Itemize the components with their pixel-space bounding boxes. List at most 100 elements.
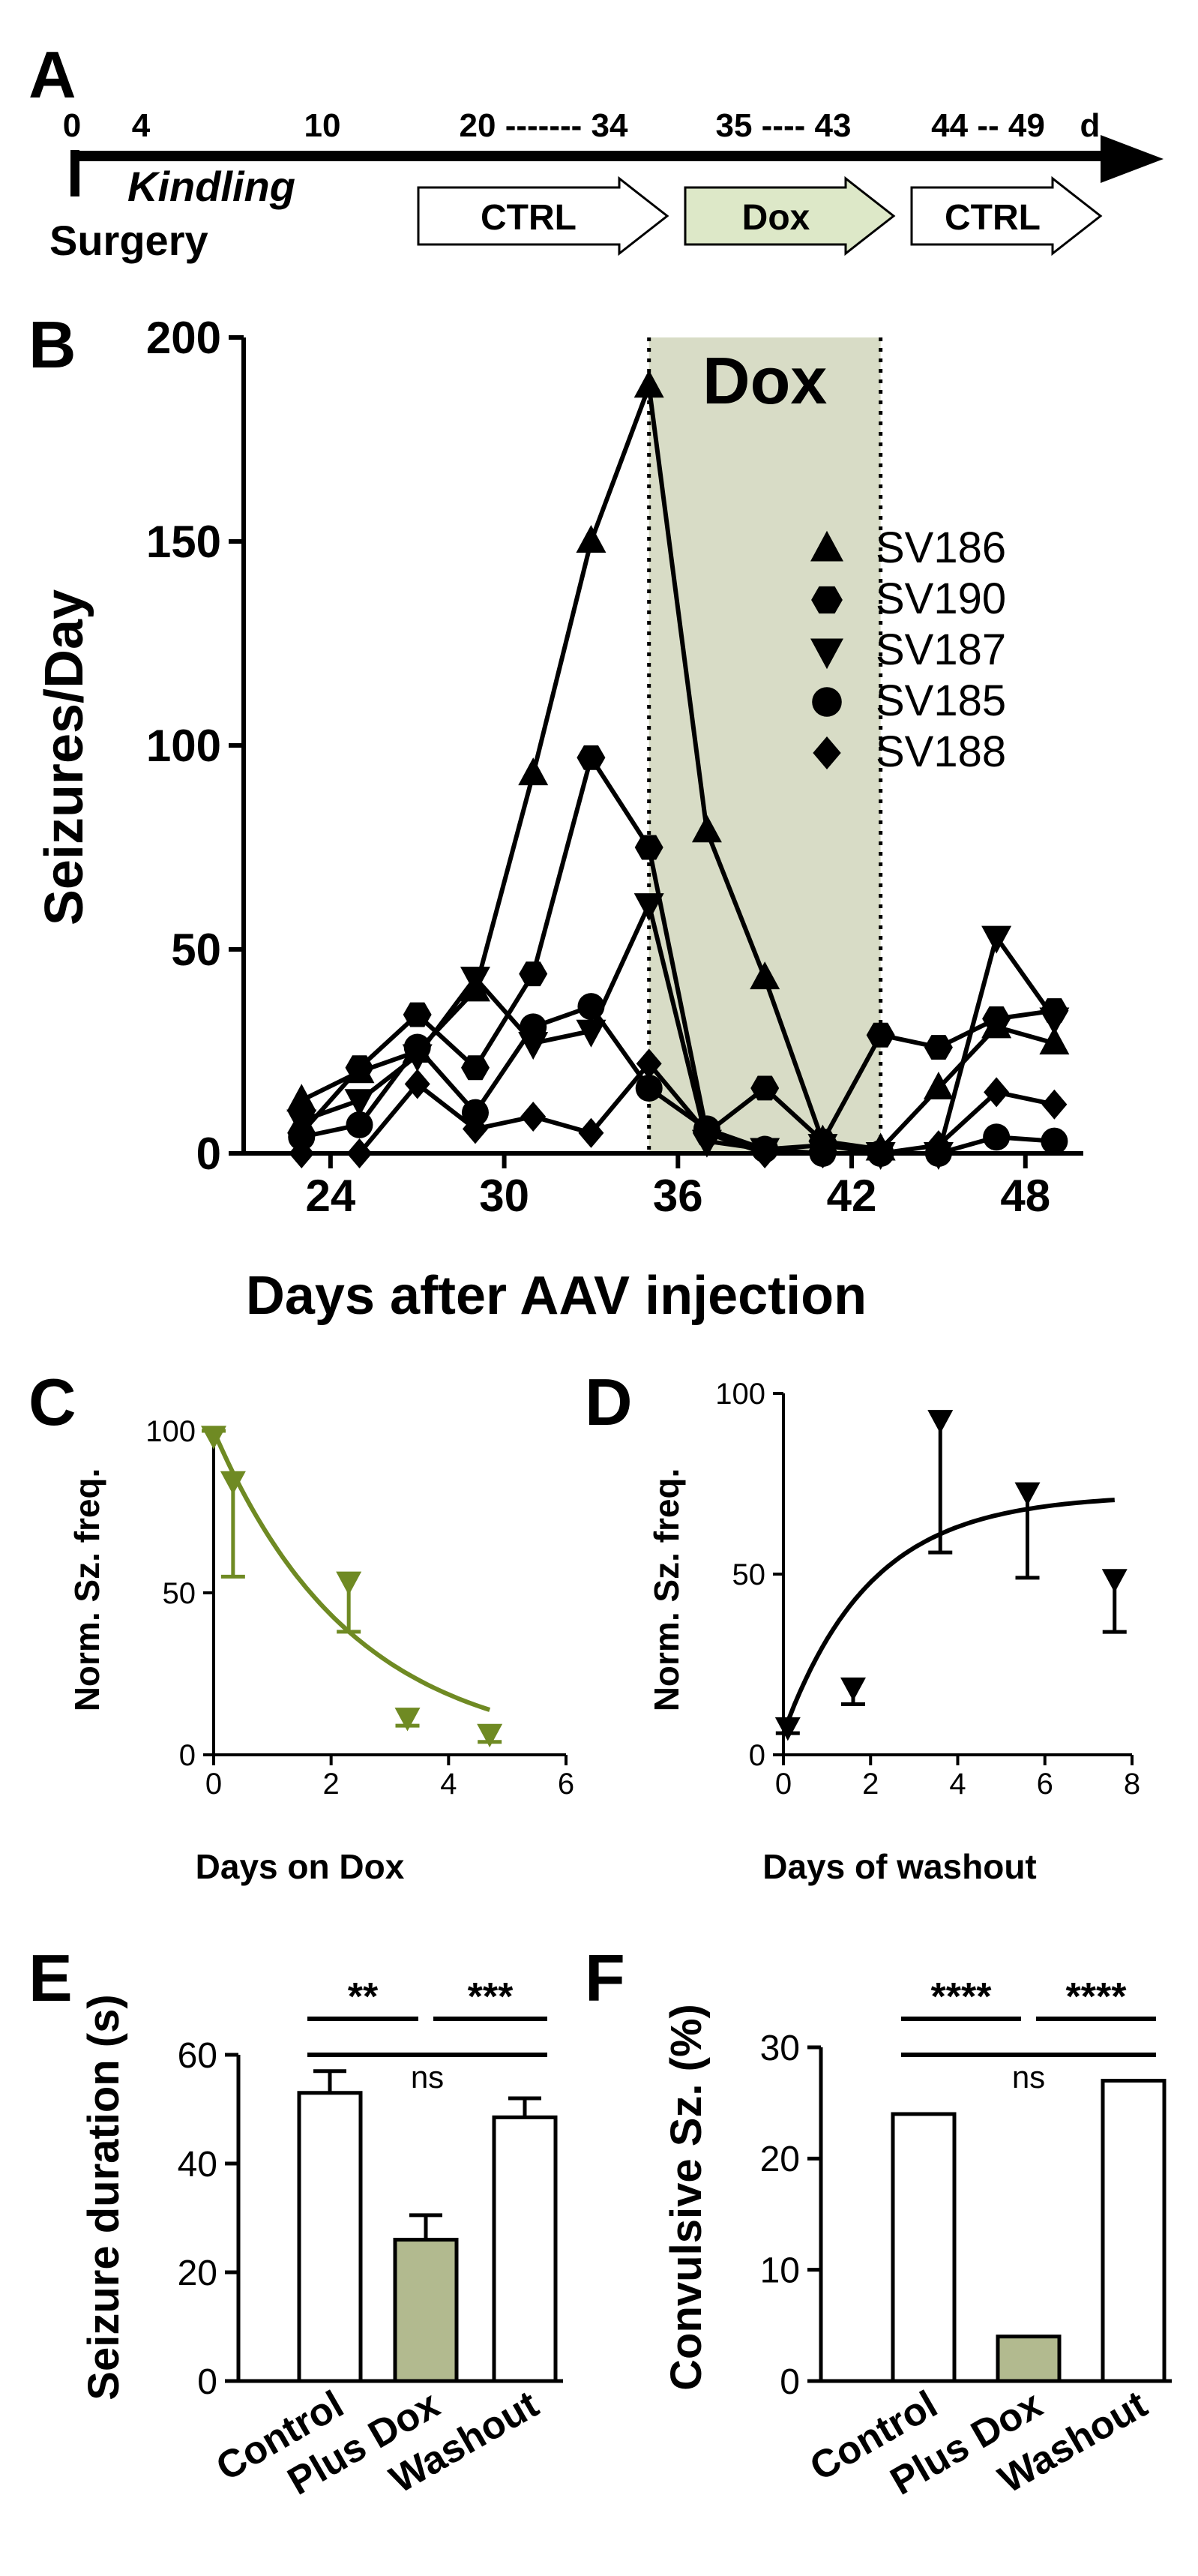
chart-c-axes: 0 50 100 0 2 4 6 [145, 1415, 574, 1801]
chart-d-x-tick-label: 0 [775, 1768, 792, 1801]
legend-label-sv190: SV190 [876, 574, 1006, 623]
ctrl-phase-arrow-2 [910, 175, 1103, 256]
data-point-sv187 [576, 1019, 606, 1048]
data-point-sv188 [752, 1138, 778, 1168]
data-point-sv188 [925, 1130, 951, 1161]
data-point-sv187 [344, 1089, 375, 1117]
chart-e-y-tick-label: 40 [178, 2145, 217, 2185]
dox-phase-arrow [684, 175, 896, 256]
chart-b-y-tick-label: 150 [146, 517, 221, 567]
chart-d-data [774, 1410, 1128, 1741]
chart-d-data-point [927, 1410, 954, 1434]
timeline-tick-44-49: 44 -- 49 [931, 107, 1045, 144]
data-point-sv185 [461, 1099, 489, 1126]
data-point-sv188 [578, 1117, 604, 1148]
data-point-sv188 [404, 1069, 430, 1099]
data-point-sv188 [1041, 1089, 1068, 1120]
chart-b-y-tick-label: 50 [171, 925, 221, 975]
panel-letter-d: D [585, 1365, 633, 1439]
chart-d-data-point [1101, 1569, 1128, 1593]
chart-f-axes: 0 10 20 30 [760, 2029, 823, 2402]
chart-f-significance-label: ns [1012, 2059, 1045, 2095]
ctrl-phase-arrow-1 [417, 175, 669, 256]
chart-e-bar-plus-dox [393, 2238, 459, 2383]
data-point-sv190 [866, 1022, 895, 1048]
panel-letter-e: E [28, 1941, 73, 2015]
data-point-sv186 [518, 757, 549, 786]
ctrl-phase-label-1: CTRL [481, 198, 577, 238]
data-point-sv187 [460, 967, 490, 995]
data-point-sv188 [636, 1048, 662, 1079]
data-point-sv190 [924, 1035, 953, 1060]
chart-e-significance-label: *** [468, 1975, 514, 2019]
data-point-sv185 [288, 1123, 316, 1151]
chart-c-x-tick-label: 2 [323, 1768, 340, 1801]
chart-d-axes: 0 50 100 0 2 4 6 8 [715, 1378, 1140, 1801]
chart-b-ylabel: Seizures/Day [34, 589, 94, 925]
data-point-sv186 [576, 525, 606, 553]
data-point-sv188 [810, 1138, 836, 1168]
chart-f-bar-plus-dox [996, 2335, 1062, 2383]
chart-c-data-point [201, 1426, 226, 1450]
dox-phase-label: Dox [742, 198, 810, 238]
chart-b-x-tick-label: 24 [305, 1171, 355, 1221]
data-point-sv185 [520, 1013, 547, 1041]
chart-b-x-tick-label: 36 [653, 1171, 703, 1221]
timeline-arrowhead [1101, 135, 1164, 183]
chart-e-y-tick-label: 0 [197, 2362, 217, 2402]
legend-marker-sv186 [810, 530, 843, 562]
chart-f-y-tick-label: 30 [760, 2029, 800, 2068]
ctrl-phase-label-2: CTRL [945, 198, 1041, 238]
chart-f-y-tick-label: 20 [760, 2140, 800, 2179]
chart-b-y-tick-label: 0 [196, 1129, 221, 1179]
legend-marker-sv188 [813, 736, 841, 769]
chart-d-y-tick-label: 100 [715, 1378, 765, 1411]
data-point-sv185 [577, 993, 605, 1021]
chart-c-data-point [336, 1571, 362, 1596]
legend-label-sv185: SV185 [876, 676, 1006, 725]
timeline-tick-d: d [1080, 107, 1101, 144]
data-point-sv188 [984, 1077, 1010, 1108]
chart-e-bars [238, 2069, 563, 2383]
chart-e-axes: 0 20 40 60 [178, 2036, 241, 2402]
data-point-sv187 [286, 1109, 317, 1138]
data-point-sv188 [346, 1138, 373, 1168]
chart-b-series [286, 370, 1070, 1170]
legend-marker-sv185 [812, 687, 842, 717]
chart-d-y-tick-label: 0 [749, 1739, 765, 1772]
chart-f-significance: **** **** ns [901, 1975, 1156, 2095]
timeline-tick-20-34: 20 ------- 34 [460, 107, 628, 144]
chart-c-fit-curve [211, 1429, 491, 1712]
panel-a: A 0 4 10 20 ------- 34 35 ---- 43 44 -- … [28, 37, 1164, 264]
legend-label-sv186: SV186 [876, 523, 1006, 572]
chart-d-ylabel: Norm. Sz. freq. [647, 1468, 686, 1712]
data-point-sv190 [750, 1075, 780, 1101]
chart-e-significance: ** ***ns [307, 1975, 547, 2095]
chart-d-x-tick-label: 6 [1037, 1768, 1053, 1801]
chart-c-data [201, 1426, 503, 1748]
chart-f-bar-control [891, 2112, 957, 2383]
chart-d-data-point [1014, 1482, 1041, 1507]
chart-d-data-point [840, 1677, 866, 1702]
timeline-tick-35-43: 35 ---- 43 [716, 107, 852, 144]
data-point-sv185 [346, 1111, 373, 1138]
chart-c-x-tick-label: 6 [558, 1768, 574, 1801]
chart-d-x-tick-label: 4 [949, 1768, 966, 1801]
chart-b-y-tick-label: 200 [146, 313, 221, 363]
data-point-sv185 [983, 1123, 1011, 1151]
chart-e-bar-washout [492, 2115, 558, 2383]
legend-marker-sv187 [810, 638, 843, 670]
chart-c-x-tick-label: 4 [440, 1768, 457, 1801]
chart-c-y-tick-label: 100 [145, 1415, 196, 1448]
legend-label-sv187: SV187 [876, 625, 1006, 674]
chart-f-bar-washout [1101, 2079, 1167, 2383]
chart-f-y-tick-label: 0 [780, 2362, 800, 2402]
chart-e-ylabel: Seizure duration (s) [79, 1994, 128, 2400]
dox-shaded-region [648, 337, 881, 1153]
data-point-sv190 [461, 1055, 490, 1081]
data-point-sv190 [982, 1006, 1011, 1031]
